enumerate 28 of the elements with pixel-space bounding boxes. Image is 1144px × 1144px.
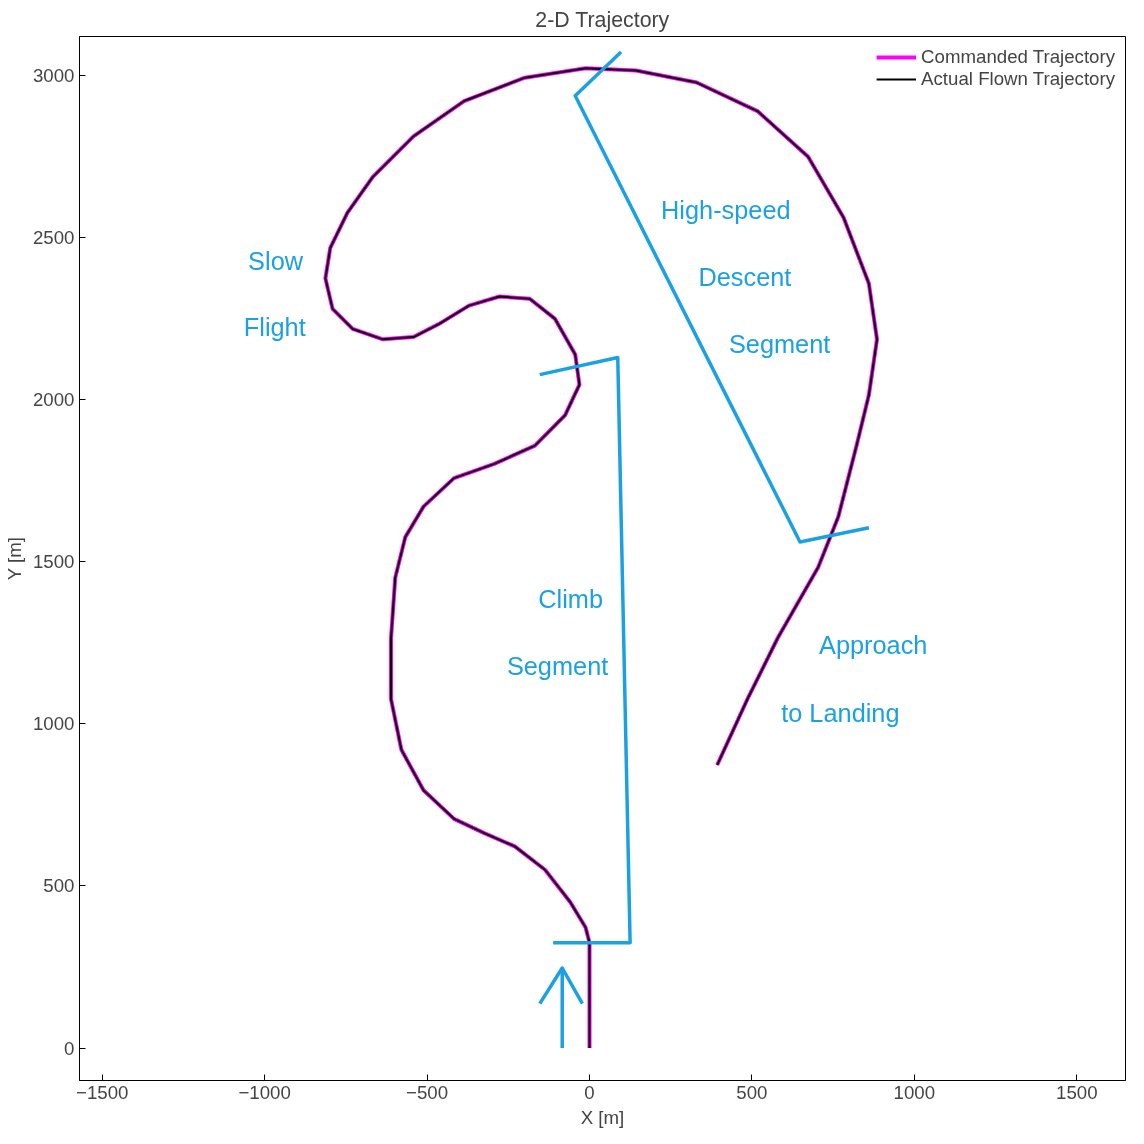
annotation: Flight	[243, 313, 306, 341]
x-tick-label: −500	[406, 1081, 449, 1103]
annotation: Segment	[728, 330, 831, 359]
x-tick-label: −1000	[238, 1081, 291, 1103]
y-tick-label: 1000	[33, 713, 75, 735]
x-tick-label: 1500	[1056, 1081, 1098, 1103]
x-tick-label: 0	[584, 1081, 595, 1103]
y-tick-label: 500	[43, 875, 75, 897]
x-tick-label: 500	[736, 1081, 768, 1103]
y-axis-title: Y [m]	[4, 537, 25, 581]
legend-label: Commanded Trajectory	[921, 46, 1115, 68]
annotation: Segment	[506, 651, 609, 680]
annotation: Slow	[248, 247, 304, 276]
annotation: Approach	[819, 631, 928, 660]
annotation: Descent	[698, 263, 792, 292]
x-axis-title: X [m]	[580, 1106, 625, 1128]
chart-title: 2-D Trajectory	[535, 7, 670, 32]
x-tick-label: 1000	[893, 1081, 936, 1103]
annotation: to Landing	[781, 698, 900, 727]
y-tick-label: 0	[64, 1037, 75, 1059]
annotation: Climb	[538, 584, 603, 613]
y-tick-label: 1500	[33, 551, 75, 573]
x-tick-label: −1500	[76, 1081, 129, 1103]
legend-label: Actual Flown Trajectory	[921, 68, 1115, 90]
y-tick-label: 3000	[33, 64, 75, 86]
annotation: High-speed	[661, 196, 791, 225]
y-tick-label: 2000	[33, 389, 75, 411]
y-tick-label: 2500	[33, 227, 75, 249]
